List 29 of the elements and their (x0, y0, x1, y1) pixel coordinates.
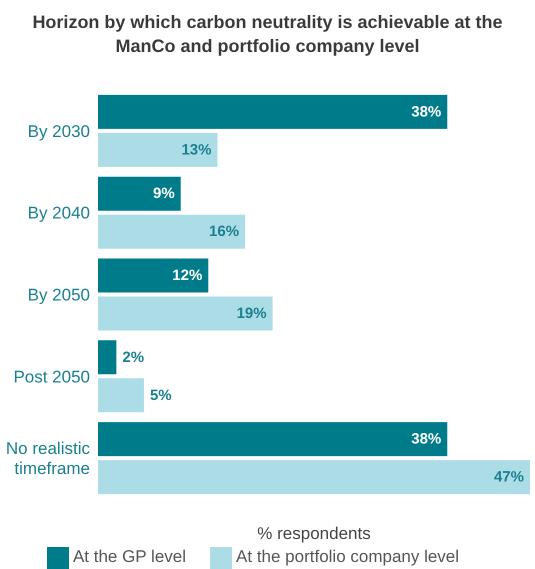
bar (98, 422, 448, 456)
bar (98, 258, 208, 293)
data-label: 9% (153, 185, 175, 202)
data-label: 19% (236, 305, 267, 322)
legend-label: At the portfolio company level (236, 547, 460, 566)
bar (98, 378, 144, 412)
y-tick-label: No realistic timeframe (6, 438, 90, 478)
data-label: 13% (181, 141, 212, 158)
y-tick-label: By 2030 (28, 121, 90, 140)
bar (98, 296, 273, 331)
y-tick-label: By 2050 (28, 285, 90, 304)
data-label: 5% (150, 386, 172, 404)
bar (98, 132, 218, 167)
x-axis-title: % respondents (257, 524, 371, 543)
bar (98, 214, 246, 249)
data-label: 16% (209, 223, 240, 240)
data-label: 12% (172, 267, 202, 284)
bar (98, 460, 530, 494)
data-label: 38% (411, 103, 442, 120)
bar (98, 94, 448, 129)
data-label: 47% (494, 468, 524, 486)
bar (98, 176, 181, 211)
y-tick-label: By 2040 (28, 203, 90, 222)
bar (98, 340, 116, 374)
legend-label: At the GP level (72, 547, 186, 566)
data-label: 38% (411, 430, 442, 448)
chart-title: Horizon by which carbon neutrality is achievable at the ManCo and portfolio company level (31, 11, 504, 58)
data-label: 2% (122, 348, 144, 366)
y-tick-label: Post 2050 (13, 366, 90, 386)
